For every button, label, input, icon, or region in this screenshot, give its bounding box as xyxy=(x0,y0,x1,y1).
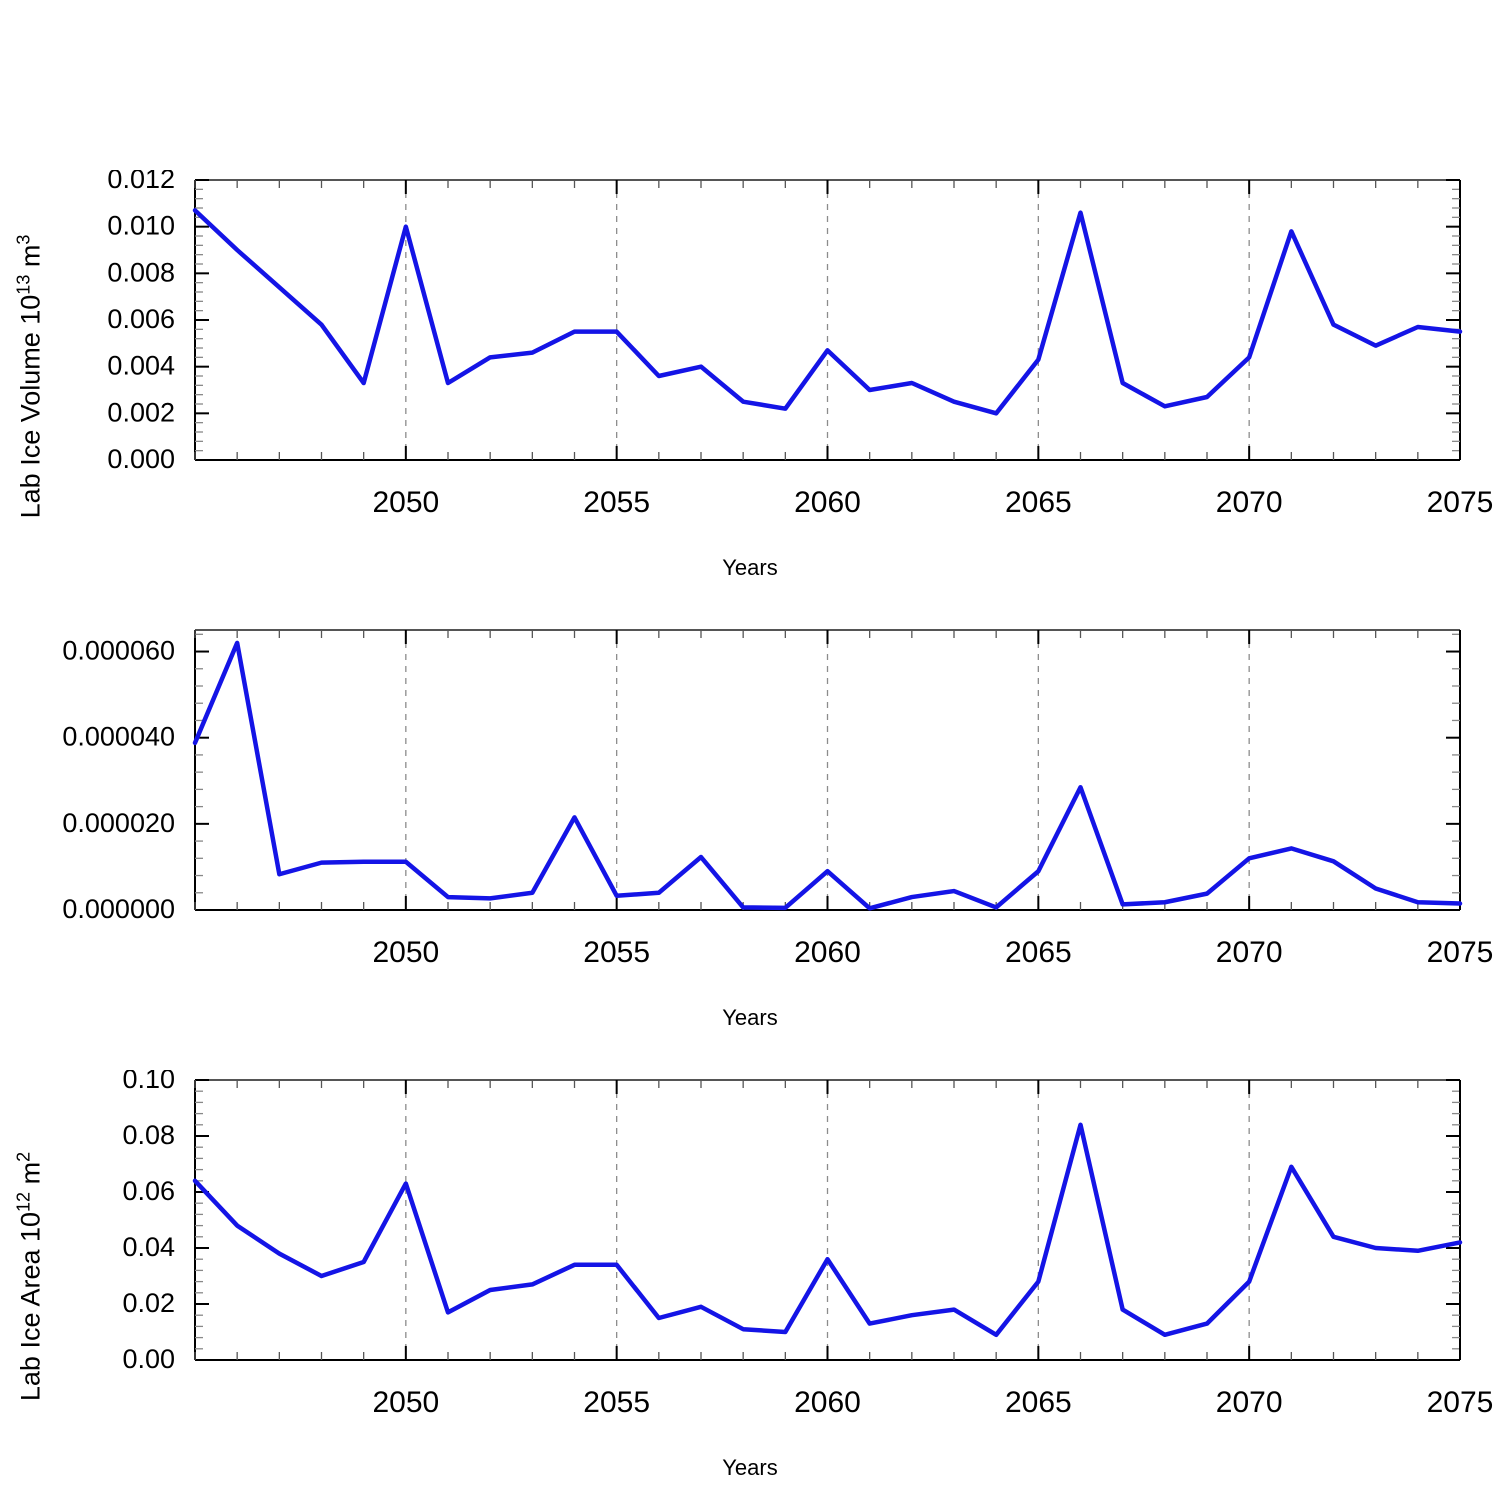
svg-text:0.000: 0.000 xyxy=(107,444,175,474)
svg-text:0.04: 0.04 xyxy=(122,1232,175,1262)
x-axis-label-panel_2: Years xyxy=(0,1005,1500,1031)
svg-text:2055: 2055 xyxy=(583,936,650,969)
svg-text:0.006: 0.006 xyxy=(107,304,175,334)
chart-panel-panel_2: 0.000000 0.000020 0.000040 0.000060 2050 2055… xyxy=(0,620,1500,1020)
svg-text:0.06: 0.06 xyxy=(122,1176,175,1206)
svg-text:2065: 2065 xyxy=(1005,936,1072,969)
svg-text:0.00: 0.00 xyxy=(122,1344,175,1374)
svg-text:0.08: 0.08 xyxy=(122,1120,175,1150)
svg-text:0.000040: 0.000040 xyxy=(62,722,175,752)
y-axis-label-lab_ice_area: Lab Ice Area 1012 m2 xyxy=(14,1117,47,1437)
svg-text:2065: 2065 xyxy=(1005,486,1072,519)
svg-text:2050: 2050 xyxy=(372,936,439,969)
svg-text:2050: 2050 xyxy=(372,1386,439,1419)
svg-text:2070: 2070 xyxy=(1216,1386,1283,1419)
y-axis-label-lab_ice_volume: Lab Ice Volume 1013 m3 xyxy=(14,217,47,537)
svg-text:2070: 2070 xyxy=(1216,936,1283,969)
svg-text:2075: 2075 xyxy=(1427,486,1494,519)
svg-text:0.008: 0.008 xyxy=(107,257,175,287)
svg-text:0.004: 0.004 xyxy=(107,351,175,381)
svg-text:2060: 2060 xyxy=(794,1386,861,1419)
svg-text:2065: 2065 xyxy=(1005,1386,1072,1419)
svg-text:2075: 2075 xyxy=(1427,1386,1494,1419)
svg-text:0.000000: 0.000000 xyxy=(62,894,175,924)
svg-text:2060: 2060 xyxy=(794,936,861,969)
svg-text:0.000060: 0.000060 xyxy=(62,636,175,666)
svg-text:2075: 2075 xyxy=(1427,936,1494,969)
svg-text:2050: 2050 xyxy=(372,486,439,519)
svg-text:2055: 2055 xyxy=(583,1386,650,1419)
chart-panel-lab_ice_area: 0.00 0.02 0.04 0.06 0.08 0.10 2050 2055 2060 2065… xyxy=(0,1070,1500,1470)
x-axis-label-lab_ice_area: Years xyxy=(0,1455,1500,1481)
svg-text:2070: 2070 xyxy=(1216,486,1283,519)
chart-panel-lab_ice_volume: 0.000 0.002 0.004 0.006 0.008 0.010 0.012 2050 2… xyxy=(0,170,1500,570)
svg-text:0.10: 0.10 xyxy=(122,1070,175,1094)
svg-text:2055: 2055 xyxy=(583,486,650,519)
svg-text:0.02: 0.02 xyxy=(122,1288,175,1318)
x-axis-label-lab_ice_volume: Years xyxy=(0,555,1500,581)
svg-text:0.012: 0.012 xyxy=(107,170,175,194)
svg-text:2060: 2060 xyxy=(794,486,861,519)
svg-text:0.000020: 0.000020 xyxy=(62,808,175,838)
svg-text:0.010: 0.010 xyxy=(107,211,175,241)
svg-text:0.002: 0.002 xyxy=(107,397,175,427)
